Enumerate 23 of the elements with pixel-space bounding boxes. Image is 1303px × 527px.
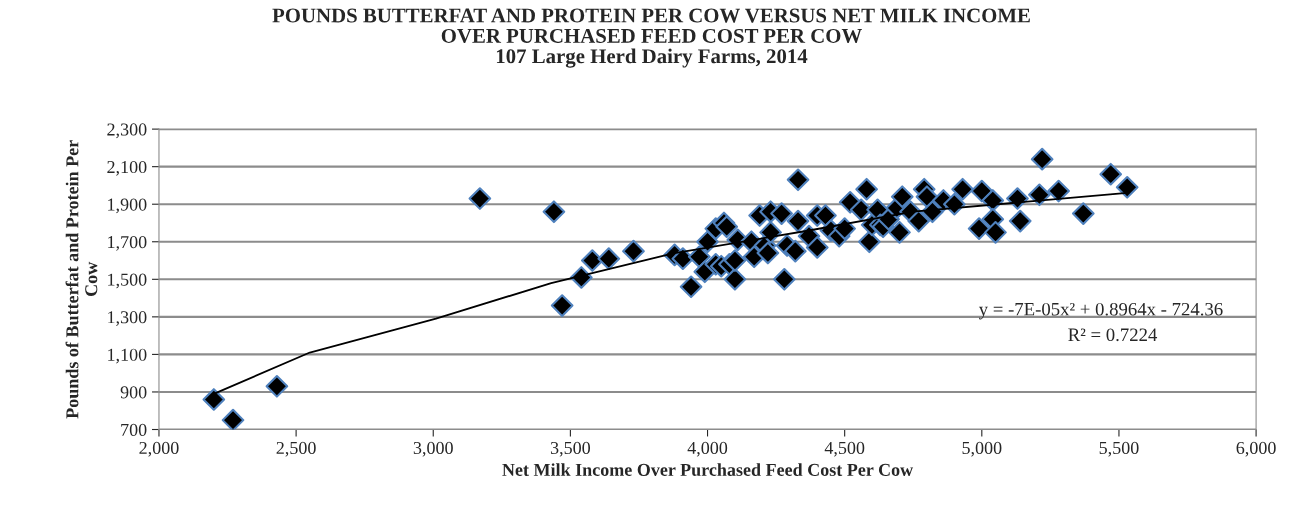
y-tick-label: 700 (121, 423, 147, 436)
x-tick-label: 3,500 (550, 441, 591, 457)
y-tick-label: 2,100 (107, 160, 147, 176)
y-tick-label: 1,100 (108, 348, 147, 364)
x-tick-label: 3,000 (413, 441, 453, 457)
y-tick-label: 1,900 (108, 198, 147, 214)
x-tick-label: 2,500 (276, 441, 316, 457)
y-tick-label: 900 (120, 386, 147, 399)
annotation: y = -7E-05x² + 0.8964x - 724.36 (978, 302, 1223, 320)
chart-title: POUNDS BUTTERFAT AND PROTEIN PER COW VERSUS NET MILK INCOME OVER PURCHASED FEED COST PER COW 107 Large Herd Dairy Farms, 2014 (272, 8, 1030, 68)
x-tick-label: 4,500 (824, 441, 865, 457)
x-tick-label: 2,000 (139, 441, 179, 457)
y-tick-label: 1,700 (108, 236, 147, 251)
x-tick-label: 5,000 (962, 441, 1002, 457)
x-tick-label: 4,000 (687, 441, 728, 457)
y-tick-label: 1,500 (108, 273, 147, 289)
x-tick-label: 6,000 (1236, 441, 1276, 457)
annotation: R² = 0.7224 (1068, 328, 1158, 342)
x-axis-title: Net Milk Income Over Purchased Feed Cost Per Cow (502, 463, 914, 476)
y-tick-label: 2,300 (107, 123, 147, 139)
y-tick-label: 1,300 (108, 311, 147, 326)
x-tick-label: 5,500 (1099, 441, 1139, 457)
y-axis-title: Pounds of Butterfat and Protein Per Cow (65, 140, 98, 419)
